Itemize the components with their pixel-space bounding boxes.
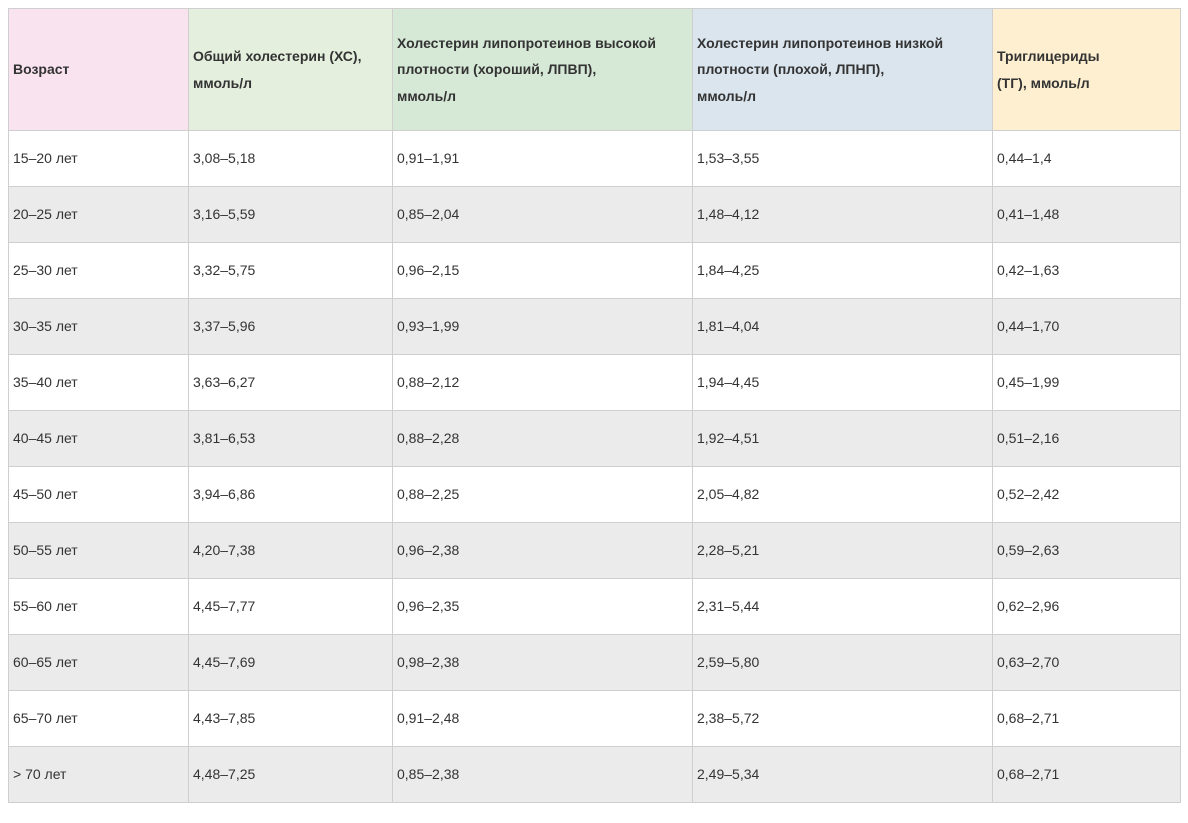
value-cell: 0,96–2,38 — [393, 523, 693, 579]
value-cell: 3,37–5,96 — [189, 299, 393, 355]
col-header-line2: (ТГ), ммоль/л — [997, 70, 1176, 97]
value-cell: 3,81–6,53 — [189, 411, 393, 467]
table-row: 25–30 лет3,32–5,750,96–2,151,84–4,250,42… — [9, 243, 1181, 299]
cholesterol-table: ВозрастОбщий холестерин (ХС),ммоль/лХоле… — [8, 8, 1181, 803]
value-cell: 0,68–2,71 — [993, 691, 1181, 747]
value-cell: 0,96–2,35 — [393, 579, 693, 635]
value-cell: 0,88–2,12 — [393, 355, 693, 411]
col-header-1: Общий холестерин (ХС),ммоль/л — [189, 9, 393, 131]
value-cell: 0,88–2,28 — [393, 411, 693, 467]
header-row: ВозрастОбщий холестерин (ХС),ммоль/лХоле… — [9, 9, 1181, 131]
value-cell: 1,53–3,55 — [693, 131, 993, 187]
value-cell: 0,93–1,99 — [393, 299, 693, 355]
value-cell: 0,52–2,42 — [993, 467, 1181, 523]
value-cell: 0,62–2,96 — [993, 579, 1181, 635]
age-cell: 65–70 лет — [9, 691, 189, 747]
value-cell: 0,41–1,48 — [993, 187, 1181, 243]
age-cell: 50–55 лет — [9, 523, 189, 579]
age-cell: > 70 лет — [9, 747, 189, 803]
value-cell: 0,44–1,4 — [993, 131, 1181, 187]
value-cell: 4,48–7,25 — [189, 747, 393, 803]
value-cell: 0,96–2,15 — [393, 243, 693, 299]
value-cell: 2,05–4,82 — [693, 467, 993, 523]
col-header-line2: ммоль/л — [193, 70, 388, 97]
col-header-line1: Холестерин липопротеинов высокой плотнос… — [397, 30, 688, 83]
col-header-line1: Триглицериды — [997, 43, 1176, 70]
age-cell: 60–65 лет — [9, 635, 189, 691]
age-cell: 30–35 лет — [9, 299, 189, 355]
value-cell: 3,08–5,18 — [189, 131, 393, 187]
table-row: 15–20 лет3,08–5,180,91–1,911,53–3,550,44… — [9, 131, 1181, 187]
value-cell: 0,63–2,70 — [993, 635, 1181, 691]
value-cell: 0,51–2,16 — [993, 411, 1181, 467]
value-cell: 1,84–4,25 — [693, 243, 993, 299]
value-cell: 1,92–4,51 — [693, 411, 993, 467]
value-cell: 2,38–5,72 — [693, 691, 993, 747]
value-cell: 0,45–1,99 — [993, 355, 1181, 411]
col-header-4: Триглицериды(ТГ), ммоль/л — [993, 9, 1181, 131]
age-cell: 20–25 лет — [9, 187, 189, 243]
col-header-line1: Общий холестерин (ХС), — [193, 43, 388, 70]
table-row: 40–45 лет3,81–6,530,88–2,281,92–4,510,51… — [9, 411, 1181, 467]
table-row: 50–55 лет4,20–7,380,96–2,382,28–5,210,59… — [9, 523, 1181, 579]
value-cell: 0,44–1,70 — [993, 299, 1181, 355]
col-header-0: Возраст — [9, 9, 189, 131]
table-row: 20–25 лет3,16–5,590,85–2,041,48–4,120,41… — [9, 187, 1181, 243]
age-cell: 35–40 лет — [9, 355, 189, 411]
value-cell: 2,28–5,21 — [693, 523, 993, 579]
col-header-line2: ммоль/л — [397, 83, 688, 110]
value-cell: 0,85–2,04 — [393, 187, 693, 243]
value-cell: 1,81–4,04 — [693, 299, 993, 355]
age-cell: 40–45 лет — [9, 411, 189, 467]
table-row: 45–50 лет3,94–6,860,88–2,252,05–4,820,52… — [9, 467, 1181, 523]
col-header-2: Холестерин липопротеинов высокой плотнос… — [393, 9, 693, 131]
age-cell: 15–20 лет — [9, 131, 189, 187]
value-cell: 4,45–7,77 — [189, 579, 393, 635]
value-cell: 1,94–4,45 — [693, 355, 993, 411]
value-cell: 3,16–5,59 — [189, 187, 393, 243]
age-cell: 25–30 лет — [9, 243, 189, 299]
col-header-line2: ммоль/л — [697, 83, 988, 110]
value-cell: 4,45–7,69 — [189, 635, 393, 691]
value-cell: 0,98–2,38 — [393, 635, 693, 691]
col-header-line1: Холестерин липопротеинов низкой плотност… — [697, 30, 988, 83]
value-cell: 3,63–6,27 — [189, 355, 393, 411]
table-row: 30–35 лет3,37–5,960,93–1,991,81–4,040,44… — [9, 299, 1181, 355]
value-cell: 0,88–2,25 — [393, 467, 693, 523]
value-cell: 3,94–6,86 — [189, 467, 393, 523]
table-row: 35–40 лет3,63–6,270,88–2,121,94–4,450,45… — [9, 355, 1181, 411]
table-head: ВозрастОбщий холестерин (ХС),ммоль/лХоле… — [9, 9, 1181, 131]
value-cell: 0,85–2,38 — [393, 747, 693, 803]
value-cell: 4,20–7,38 — [189, 523, 393, 579]
value-cell: 1,48–4,12 — [693, 187, 993, 243]
value-cell: 3,32–5,75 — [189, 243, 393, 299]
value-cell: 0,59–2,63 — [993, 523, 1181, 579]
age-cell: 45–50 лет — [9, 467, 189, 523]
value-cell: 0,42–1,63 — [993, 243, 1181, 299]
value-cell: 0,91–2,48 — [393, 691, 693, 747]
value-cell: 2,31–5,44 — [693, 579, 993, 635]
value-cell: 0,91–1,91 — [393, 131, 693, 187]
age-cell: 55–60 лет — [9, 579, 189, 635]
value-cell: 4,43–7,85 — [189, 691, 393, 747]
col-header-line1: Возраст — [13, 56, 184, 83]
table-row: > 70 лет4,48–7,250,85–2,382,49–5,340,68–… — [9, 747, 1181, 803]
table-body: 15–20 лет3,08–5,180,91–1,911,53–3,550,44… — [9, 131, 1181, 803]
value-cell: 0,68–2,71 — [993, 747, 1181, 803]
value-cell: 2,49–5,34 — [693, 747, 993, 803]
table-row: 60–65 лет4,45–7,690,98–2,382,59–5,800,63… — [9, 635, 1181, 691]
col-header-3: Холестерин липопротеинов низкой плотност… — [693, 9, 993, 131]
value-cell: 2,59–5,80 — [693, 635, 993, 691]
table-row: 65–70 лет4,43–7,850,91–2,482,38–5,720,68… — [9, 691, 1181, 747]
table-row: 55–60 лет4,45–7,770,96–2,352,31–5,440,62… — [9, 579, 1181, 635]
